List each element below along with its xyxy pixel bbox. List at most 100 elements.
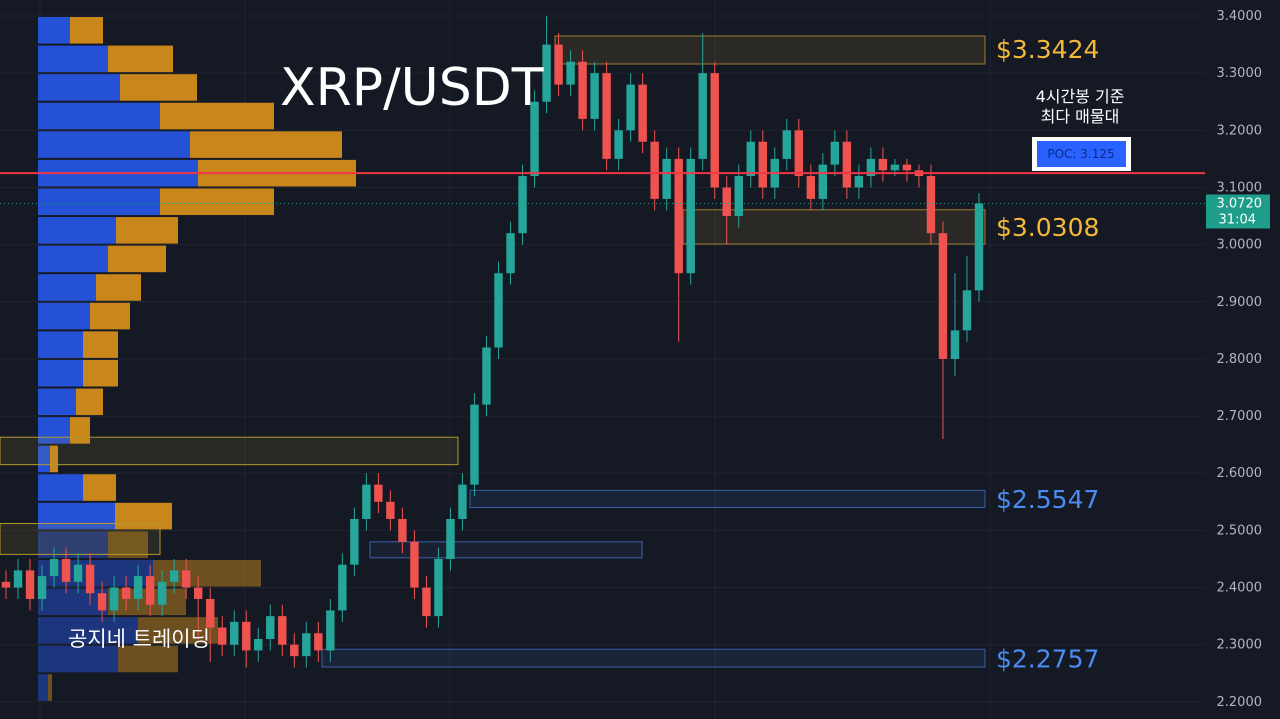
candle-body (698, 73, 707, 159)
y-tick-label: 2.7000 (1217, 409, 1263, 424)
candle-body (470, 404, 479, 485)
candle-body (254, 638, 263, 651)
candle-body (794, 130, 804, 177)
vp-sell (50, 445, 58, 473)
candle-body (950, 330, 960, 359)
vp-sell (160, 188, 274, 216)
candle-body (758, 141, 767, 188)
vp-sell (83, 359, 118, 387)
y-tick-label: 2.3000 (1217, 638, 1263, 653)
price-tag (1206, 194, 1270, 229)
candle-body (662, 158, 671, 199)
candle-body (121, 587, 131, 599)
vp-sell (160, 102, 274, 130)
candle-body (398, 518, 407, 542)
y-tick-label: 2.4000 (1217, 581, 1263, 596)
candle-body (854, 176, 864, 188)
candle-body (386, 501, 395, 519)
candle-body (806, 176, 816, 199)
candle-body (710, 73, 719, 188)
candle-body (133, 576, 143, 599)
vp-buy (38, 274, 96, 301)
vp-buy (38, 102, 160, 130)
candle-body (638, 84, 647, 142)
candle-body (206, 598, 215, 628)
y-tick-label: 2.2000 (1217, 695, 1263, 710)
candle-body (506, 233, 515, 274)
candle-body (1, 581, 11, 588)
candle-body (230, 621, 239, 645)
vp-buy (38, 302, 90, 330)
candle-body (902, 164, 912, 171)
candle-body (97, 593, 107, 611)
candle-body (974, 203, 984, 291)
vp-buy (38, 588, 108, 616)
candle-body (145, 576, 155, 605)
candle-body (434, 558, 443, 617)
candle-body (410, 541, 419, 588)
candle-body (218, 627, 227, 645)
vp-buy (38, 445, 50, 473)
candle-body (326, 610, 335, 651)
price-tag-countdown: 31:04 (1219, 212, 1256, 227)
vp-sell (108, 245, 166, 273)
poc-label: POC: 3.125 (1047, 147, 1114, 161)
candle-body (242, 621, 251, 651)
vp-sell (76, 388, 103, 416)
candle-body (590, 73, 599, 119)
vp-sell (153, 559, 261, 587)
candle-body (650, 141, 659, 199)
candle-body (73, 564, 83, 582)
vp-buy (38, 188, 160, 216)
y-tick-label: 3.1000 (1217, 180, 1263, 195)
candle-body (25, 570, 35, 599)
candle-body (278, 616, 287, 645)
vp-sell (115, 502, 172, 530)
vp-buy (38, 245, 108, 273)
candle-body (181, 570, 191, 588)
y-tick-label: 2.5000 (1217, 523, 1263, 538)
vp-buy (38, 131, 190, 158)
vp-buy (38, 217, 116, 244)
candle-body (338, 564, 347, 611)
candle-body (350, 518, 359, 565)
y-tick-label: 3.4000 (1217, 9, 1263, 24)
candle-body (830, 141, 840, 165)
vp-buy (38, 502, 115, 530)
candle-body (314, 633, 323, 651)
level-label: $3.0308 (996, 213, 1099, 242)
y-tick-label: 2.9000 (1217, 295, 1263, 310)
candle-body (518, 176, 527, 234)
vp-sell (108, 45, 173, 73)
vp-buy (38, 45, 108, 73)
candle-body (37, 576, 47, 599)
vp-buy (38, 617, 138, 644)
vp-buy (38, 417, 70, 444)
level-zone (469, 489, 986, 509)
vp-sell (116, 217, 178, 244)
vp-sell (96, 274, 141, 301)
candle-body (626, 84, 635, 131)
vp-sell (90, 302, 130, 330)
candle-body (85, 564, 95, 594)
candle-body (686, 158, 695, 274)
candle-body (890, 164, 900, 171)
candle-body (818, 164, 828, 199)
zone (0, 436, 459, 466)
poc-box (1037, 141, 1126, 167)
vp-sell (70, 17, 103, 44)
price-tag-value: 3.0720 (1217, 196, 1263, 211)
candle-body (374, 484, 383, 502)
vp-sell (118, 645, 178, 673)
level-label: $2.5547 (996, 485, 1099, 514)
candle-body (878, 158, 888, 171)
candle-body (722, 187, 731, 217)
candle-body (842, 141, 852, 188)
candle-body (614, 130, 623, 159)
candle-body (362, 484, 371, 519)
vp-buy (38, 388, 76, 416)
y-tick-label: 3.0000 (1217, 238, 1263, 253)
vp-buy (38, 74, 120, 101)
